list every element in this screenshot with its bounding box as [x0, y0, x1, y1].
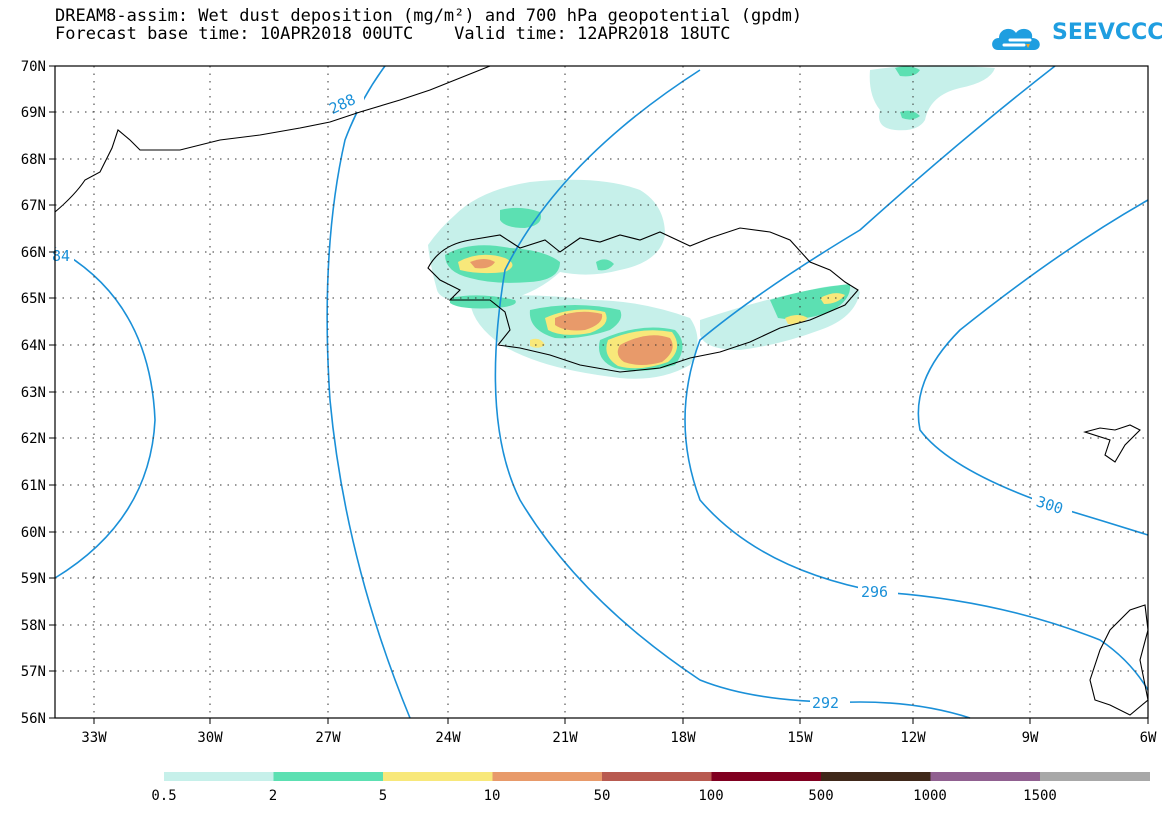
lon-label: 9W [1022, 730, 1039, 746]
lat-label: 60N [21, 525, 46, 541]
legend-label: 2 [269, 788, 277, 804]
legend-swatch [383, 772, 493, 781]
legend-labels: 0.5 2 5 10 50 100 500 1000 1500 [151, 788, 1057, 804]
lon-label: 24W [435, 730, 461, 746]
lat-label: 64N [21, 338, 46, 354]
contour-labels: 288 84 300 296 292 [52, 90, 1072, 712]
lat-label: 56N [21, 711, 46, 727]
lon-label: 27W [315, 730, 341, 746]
dust-area [500, 207, 541, 228]
legend-swatch [602, 772, 712, 781]
lat-label: 62N [21, 431, 46, 447]
legend-label: 5 [379, 788, 387, 804]
faroe-coast [1083, 424, 1141, 463]
legend-label: 1500 [1023, 788, 1057, 804]
scotland-coast [1089, 604, 1149, 716]
geopotential-contours [54, 65, 1149, 719]
lon-label: 21W [552, 730, 578, 746]
lat-label: 66N [21, 245, 46, 261]
ticks [49, 65, 1149, 724]
legend-label: 10 [484, 788, 501, 804]
color-legend [164, 772, 1150, 781]
contour-label: 296 [861, 583, 888, 601]
contour-line-296 [684, 65, 1149, 691]
dust-area [428, 179, 665, 305]
seevccc-logo [992, 28, 1040, 50]
dust-area [869, 65, 995, 131]
longitude-labels: 33W 30W 27W 24W 21W 18W 15W 12W 9W 6W [81, 730, 1157, 746]
lon-label: 6W [1140, 730, 1157, 746]
lon-label: 30W [197, 730, 223, 746]
legend-label: 0.5 [151, 788, 176, 804]
lat-label: 61N [21, 478, 46, 494]
contour-line-288 [326, 65, 411, 719]
dust-area [895, 66, 920, 77]
legend-swatch [273, 772, 384, 781]
dust-area [770, 284, 851, 320]
dust-area [617, 335, 673, 365]
legend-label: 500 [808, 788, 833, 804]
lat-label: 70N [21, 59, 46, 75]
map-frame [54, 65, 1149, 719]
latitude-labels: 70N 69N 68N 67N 66N 65N 64N 63N 62N 61N … [21, 59, 46, 727]
lon-label: 33W [81, 730, 107, 746]
legend-label: 50 [594, 788, 611, 804]
lat-label: 67N [21, 198, 46, 214]
legend-swatch [930, 772, 1041, 781]
coastlines [54, 65, 1149, 716]
contour-line-292 [494, 69, 971, 719]
legend-swatch [711, 772, 822, 781]
lat-label: 68N [21, 152, 46, 168]
legend-label: 1000 [913, 788, 947, 804]
lon-label: 18W [670, 730, 696, 746]
graticule [55, 66, 1148, 718]
lat-label: 65N [21, 291, 46, 307]
dust-deposition-shading [428, 65, 995, 379]
dust-area [555, 311, 603, 331]
contour-label: 84 [52, 247, 70, 265]
map-title: DREAM8-assim: Wet dust deposition (mg/m²… [55, 6, 803, 26]
legend-swatch [821, 772, 931, 781]
legend-swatch [492, 772, 603, 781]
map-subtitle: Forecast base time: 10APR2018 00UTC Vali… [55, 24, 731, 44]
contour-line-284 [54, 247, 156, 579]
lat-label: 69N [21, 105, 46, 121]
lat-label: 58N [21, 618, 46, 634]
lon-label: 15W [787, 730, 813, 746]
contour-label: 292 [812, 694, 839, 712]
cloud-icon [992, 28, 1040, 50]
lat-label: 59N [21, 571, 46, 587]
dust-area [596, 259, 614, 271]
logo-text: SEEVCCC [1052, 20, 1164, 45]
lat-label: 63N [21, 385, 46, 401]
dust-area [530, 338, 545, 348]
dust-area [470, 259, 495, 269]
legend-label: 100 [698, 788, 723, 804]
greenland-coast [54, 65, 491, 213]
dust-area [900, 110, 920, 120]
legend-swatch [1040, 772, 1150, 781]
legend-swatch [164, 772, 274, 781]
lon-label: 12W [900, 730, 926, 746]
lat-label: 57N [21, 664, 46, 680]
dust-area [820, 293, 845, 304]
